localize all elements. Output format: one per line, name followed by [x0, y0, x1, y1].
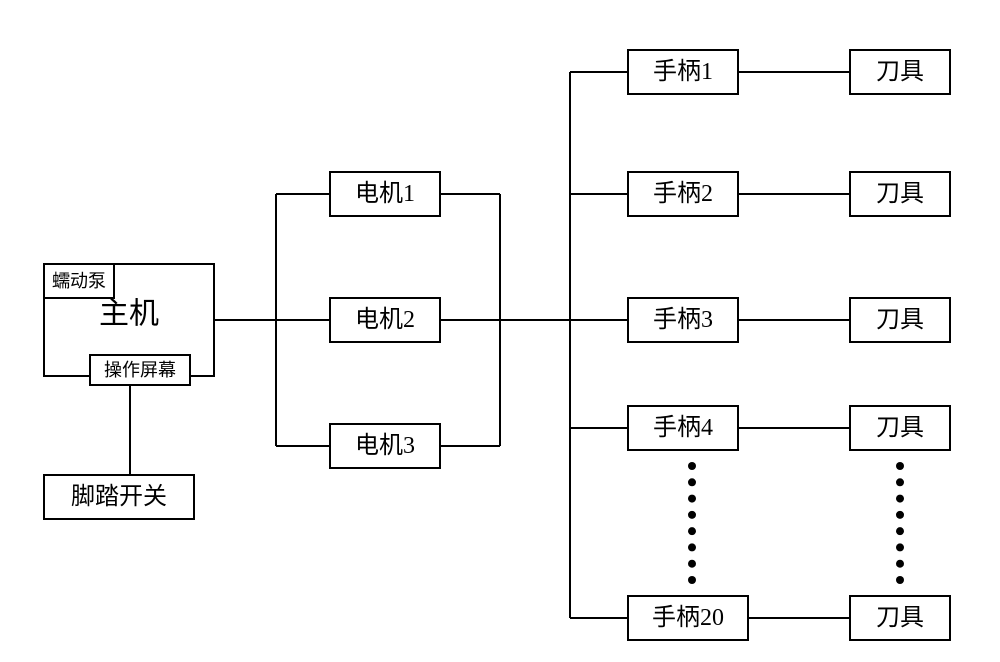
label-handle4: 手柄4: [653, 414, 713, 441]
ellipsis-handles-dot: [688, 495, 696, 503]
ellipsis-tools-dot: [896, 478, 904, 486]
label-handle2: 手柄2: [653, 180, 713, 207]
ellipsis-handles-dot: [688, 462, 696, 470]
label-host: 主机: [99, 298, 159, 331]
ellipsis-tools-dot: [896, 527, 904, 535]
label-tool3: 刀具: [876, 307, 924, 333]
label-tool2: 刀具: [876, 181, 924, 207]
label-screen: 操作屏幕: [104, 360, 176, 380]
label-handle3: 手柄3: [653, 306, 713, 333]
label-motor1: 电机1: [355, 180, 415, 207]
ellipsis-tools-dot: [896, 560, 904, 568]
label-handle20: 手柄20: [652, 604, 724, 631]
label-tool1: 刀具: [876, 59, 924, 85]
label-motor3: 电机3: [355, 432, 415, 459]
ellipsis-tools-dot: [896, 543, 904, 551]
ellipsis-handles-dot: [688, 511, 696, 519]
label-handle1: 手柄1: [653, 58, 713, 85]
label-foot: 脚踏开关: [71, 483, 167, 510]
ellipsis-handles-dot: [688, 478, 696, 486]
ellipsis-handles-dot: [688, 543, 696, 551]
label-tool20: 刀具: [876, 605, 924, 631]
ellipsis-tools-dot: [896, 495, 904, 503]
label-tool4: 刀具: [876, 415, 924, 441]
ellipsis-handles-dot: [688, 576, 696, 584]
label-motor2: 电机2: [355, 306, 415, 333]
ellipsis-tools-dot: [896, 511, 904, 519]
ellipsis-handles-dot: [688, 560, 696, 568]
ellipsis-tools-dot: [896, 462, 904, 470]
label-pump: 蠕动泵: [52, 271, 106, 291]
ellipsis-handles-dot: [688, 527, 696, 535]
ellipsis-tools-dot: [896, 576, 904, 584]
